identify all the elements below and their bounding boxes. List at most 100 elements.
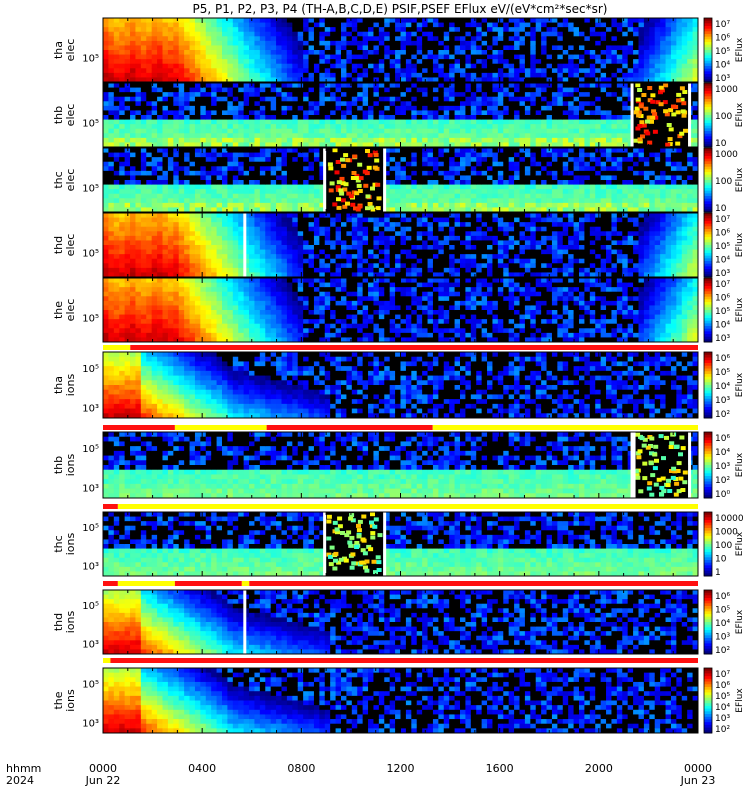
spectrogram-cell <box>135 40 142 46</box>
data-gap <box>688 83 692 147</box>
spectrogram-cell <box>487 115 493 120</box>
spectrogram-cell <box>178 180 185 185</box>
spectrogram-cell <box>443 31 450 37</box>
spectrogram-cell <box>194 119 201 125</box>
spectrogram-cell <box>481 128 488 134</box>
spectrogram-cell <box>670 198 677 204</box>
spectrogram-cell <box>254 193 261 199</box>
spectrogram-cell <box>616 18 623 23</box>
spectrogram-cell <box>470 198 477 204</box>
spectrogram-cell <box>573 68 580 74</box>
spectrogram-cell <box>184 110 190 116</box>
spectrogram-cell <box>216 22 223 28</box>
spectrogram-cell <box>184 27 190 33</box>
spectrogram-cell <box>633 193 639 199</box>
spectrogram-cell <box>481 83 488 88</box>
spectrogram-cell <box>422 110 428 116</box>
spectrogram-cell <box>384 119 391 125</box>
spectrogram-cell <box>568 202 574 208</box>
spectrogram-cell <box>303 83 309 88</box>
spectrogram-cell <box>254 68 261 74</box>
spectrogram-cell <box>492 40 499 46</box>
spectrogram-cell <box>541 152 547 158</box>
spectrogram-cell <box>508 22 515 28</box>
spectrogram-cell <box>600 175 607 181</box>
spectrogram-cell <box>438 59 445 65</box>
spectrogram-cell <box>530 22 537 28</box>
spectrogram-cell <box>384 83 391 88</box>
spectrogram-cell <box>611 87 618 93</box>
spectrogram-cell <box>324 142 331 148</box>
spectrogram-cell <box>573 63 580 69</box>
spectrogram-cell <box>319 184 326 190</box>
spectrogram-cell <box>384 110 391 116</box>
spectrogram-cell <box>351 137 358 143</box>
spectrogram-cell <box>595 128 602 134</box>
data-block-cell <box>637 88 643 92</box>
spectrogram-cell <box>681 152 688 158</box>
spectrogram-cell <box>286 59 293 65</box>
spectrogram-cell <box>562 170 569 176</box>
spectrogram-cell <box>524 124 531 130</box>
spectrogram-cell <box>292 142 299 148</box>
spectrogram-cell <box>514 157 520 163</box>
spectrogram-cell <box>330 50 336 55</box>
data-block-cell <box>682 90 688 94</box>
spectrogram-cell <box>460 40 466 46</box>
spectrogram-cell <box>119 83 126 88</box>
spectrogram-cell <box>422 63 428 69</box>
spectrogram-cell <box>303 27 309 33</box>
spectrogram-cell <box>254 207 261 213</box>
spectrogram-cell <box>194 161 201 167</box>
spectrogram-cell <box>108 166 115 172</box>
spectrogram-cell <box>524 22 531 28</box>
spectrogram-cell <box>313 68 320 74</box>
spectrogram-cell <box>665 63 672 69</box>
spectrogram-cell <box>124 161 131 167</box>
spectrogram-cell <box>405 63 412 69</box>
spectrogram-cell <box>243 101 250 107</box>
spectrogram-cell <box>476 124 483 130</box>
spectrogram-cell <box>600 101 607 107</box>
spectrogram-cell <box>530 101 537 107</box>
data-block-cell <box>652 129 658 134</box>
spectrogram-cell <box>211 101 217 107</box>
spectrogram-cell <box>535 105 542 111</box>
spectrogram-cell <box>259 148 266 153</box>
data-block-cell <box>679 97 685 102</box>
spectrogram-cell <box>341 63 347 69</box>
spectrogram-cell <box>654 180 661 185</box>
spectrogram-cell <box>519 170 526 176</box>
spectrogram-cell <box>465 198 472 204</box>
spectrogram-cell <box>124 133 131 139</box>
spectrogram-cell <box>411 166 418 172</box>
spectrogram-cell <box>303 124 309 130</box>
spectrogram-cell <box>243 115 250 120</box>
spectrogram-cell <box>389 124 396 130</box>
colorbar-label: EFlux <box>735 102 745 127</box>
spectrogram-cell <box>157 45 163 51</box>
spectrogram-cell <box>173 198 180 204</box>
spectrogram-cell <box>151 68 158 74</box>
spectrogram-cell <box>481 72 488 78</box>
spectrogram-cell <box>654 59 661 65</box>
spectrogram-cell <box>216 166 223 172</box>
spectrogram-cell <box>519 198 526 204</box>
spectrogram-cell <box>222 92 228 98</box>
spectrogram-cell <box>508 148 515 153</box>
spectrogram-cell <box>481 184 488 190</box>
spectrogram-cell <box>395 45 401 51</box>
spectrogram-cell <box>681 148 688 153</box>
spectrogram-cell <box>670 161 677 167</box>
data-block-cell <box>342 204 348 209</box>
spectrogram-cell <box>443 36 450 42</box>
spectrogram-cell <box>476 59 483 65</box>
spectrogram-cell <box>584 170 591 176</box>
spectrogram-cell <box>184 128 190 134</box>
spectrogram-cell <box>259 77 266 83</box>
spectrogram-cell <box>200 180 207 185</box>
spectrogram-cell <box>443 207 450 213</box>
spectrogram-cell <box>254 31 261 37</box>
spectrogram-cell <box>568 157 574 163</box>
spectrogram-cell <box>438 18 445 23</box>
